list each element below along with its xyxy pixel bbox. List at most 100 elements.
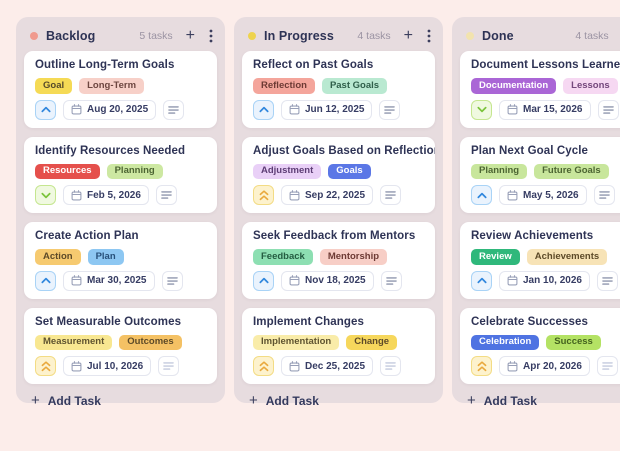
notes-button[interactable] <box>596 356 618 376</box>
calendar-icon <box>507 189 518 200</box>
card-list: Outline Long-Term Goals Goal Long-Term Au… <box>24 51 217 384</box>
notes-button[interactable] <box>597 99 619 120</box>
task-card[interactable]: Reflect on Past Goals Reflection Past Goa… <box>242 51 435 128</box>
card-title: Implement Changes <box>253 315 364 328</box>
notes-button[interactable] <box>380 356 402 376</box>
chevron-up-icon <box>40 106 51 113</box>
tag: Achievements <box>526 249 608 265</box>
calendar-icon <box>507 104 518 115</box>
notes-button[interactable] <box>380 185 402 205</box>
due-date-text: Mar 30, 2025 <box>87 275 147 286</box>
due-date-text: May 5, 2026 <box>523 189 579 201</box>
task-card[interactable]: Plan Next Goal Cycle Planning Future Goal… <box>460 136 620 213</box>
notes-button[interactable] <box>155 185 177 205</box>
calendar-icon <box>71 189 82 200</box>
chevron-up-icon <box>258 106 269 113</box>
task-card[interactable]: Implement Changes Implementation Change D… <box>242 307 435 384</box>
due-date-chip[interactable]: Nov 18, 2025 <box>281 270 374 291</box>
due-date-chip[interactable]: Dec 25, 2025 <box>281 356 374 376</box>
due-date-chip[interactable]: Jun 12, 2025 <box>281 99 373 120</box>
due-date-chip[interactable]: Mar 30, 2025 <box>63 270 155 291</box>
plus-icon: + <box>31 392 40 409</box>
tag: Reflection <box>253 78 315 94</box>
column-status-dot <box>466 32 474 40</box>
calendar-icon <box>507 275 518 286</box>
due-date-chip[interactable]: Sep 22, 2025 <box>281 185 374 205</box>
plus-icon: + <box>467 392 476 409</box>
add-task-button[interactable]: + Add Task <box>249 393 435 420</box>
notes-button[interactable] <box>593 185 615 205</box>
notes-icon <box>602 362 613 370</box>
priority-badge[interactable] <box>35 270 56 291</box>
priority-badge[interactable] <box>35 185 56 205</box>
tag-list: Goal Long-Term <box>35 78 206 94</box>
due-date-chip[interactable]: Mar 15, 2026 <box>499 99 591 120</box>
add-card-button[interactable]: + <box>186 28 195 44</box>
task-card[interactable]: Seek Feedback from Mentors Feedback Mento… <box>242 222 435 299</box>
card-meta: Aug 20, 2025 <box>35 99 206 120</box>
tag: Goals <box>328 163 371 179</box>
add-task-button[interactable]: + Add Task <box>467 392 620 420</box>
column: Done 4 tasks + Document Lessons Learned … <box>452 17 620 408</box>
notes-button[interactable] <box>380 270 402 291</box>
due-date-chip[interactable]: Feb 5, 2026 <box>63 185 149 205</box>
priority-badge[interactable] <box>35 99 56 120</box>
tag: Celebration <box>471 334 540 350</box>
card-meta: Nov 18, 2025 <box>253 270 424 291</box>
notes-button[interactable] <box>158 356 180 376</box>
tag: Future Goals <box>534 163 609 179</box>
task-card[interactable]: Celebrate Successes Celebration Success A… <box>460 307 620 384</box>
notes-icon <box>385 191 396 199</box>
notes-button[interactable] <box>596 270 618 291</box>
chevron-down-icon <box>476 106 487 113</box>
task-card[interactable]: Review Achievements Review Achievements J… <box>460 222 620 299</box>
card-title: Create Action Plan <box>35 230 139 242</box>
priority-badge[interactable] <box>253 99 274 120</box>
due-date-text: Jul 10, 2026 <box>87 360 144 372</box>
due-date-chip[interactable]: Apr 20, 2026 <box>499 356 590 376</box>
task-card[interactable]: Identify Resources Needed Resources Plann… <box>24 136 217 213</box>
notes-button[interactable] <box>163 99 185 120</box>
calendar-icon <box>71 275 82 286</box>
priority-badge[interactable] <box>253 270 274 291</box>
priority-badge[interactable] <box>471 185 492 205</box>
add-card-button[interactable]: + <box>404 28 413 44</box>
priority-badge[interactable] <box>253 185 274 205</box>
column-menu-button[interactable] <box>209 29 213 43</box>
tag-list: Measurement Outcomes <box>35 334 206 350</box>
priority-badge[interactable] <box>35 356 56 376</box>
priority-badge[interactable] <box>253 356 274 376</box>
notes-button[interactable] <box>161 270 183 291</box>
notes-icon <box>385 276 397 285</box>
add-task-label: Add Task <box>265 394 319 408</box>
due-date-chip[interactable]: Aug 20, 2025 <box>63 99 157 120</box>
priority-badge[interactable] <box>471 99 492 120</box>
task-card[interactable]: Adjust Goals Based on Reflection Adjustm… <box>242 136 435 213</box>
priority-badge[interactable] <box>471 356 492 376</box>
tag: Change <box>346 334 398 350</box>
notes-button[interactable] <box>379 99 401 120</box>
column-header: In Progress 4 tasks + <box>242 25 435 51</box>
column-title: In Progress <box>264 29 334 43</box>
kebab-menu-icon <box>209 29 213 43</box>
card-meta: Dec 25, 2025 <box>253 356 424 376</box>
priority-badge[interactable] <box>471 270 492 291</box>
card-meta: Mar 30, 2025 <box>35 270 206 291</box>
task-card[interactable]: Set Measurable Outcomes Measurement Outco… <box>24 307 217 384</box>
due-date-chip[interactable]: May 5, 2026 <box>499 185 587 205</box>
card-list: Document Lessons Learned Documentation Le… <box>460 51 620 384</box>
due-date-chip[interactable]: Jul 10, 2026 <box>63 356 152 376</box>
task-card[interactable]: Create Action Plan Action Plan Mar 30, 20… <box>24 222 217 299</box>
column-menu-button[interactable] <box>427 29 431 43</box>
add-task-button[interactable]: + Add Task <box>31 392 217 420</box>
card-title: Review Achievements <box>471 230 594 242</box>
due-date-text: Jun 12, 2025 <box>305 104 365 115</box>
task-card[interactable]: Outline Long-Term Goals Goal Long-Term Au… <box>24 51 217 128</box>
task-card[interactable]: Document Lessons Learned Documentation Le… <box>460 51 620 128</box>
calendar-icon <box>289 104 300 115</box>
due-date-chip[interactable]: Jan 10, 2026 <box>499 270 590 291</box>
tag: Planning <box>106 163 163 179</box>
calendar-icon <box>507 360 518 371</box>
calendar-icon <box>289 275 300 286</box>
card-title: Reflect on Past Goals <box>253 59 374 71</box>
